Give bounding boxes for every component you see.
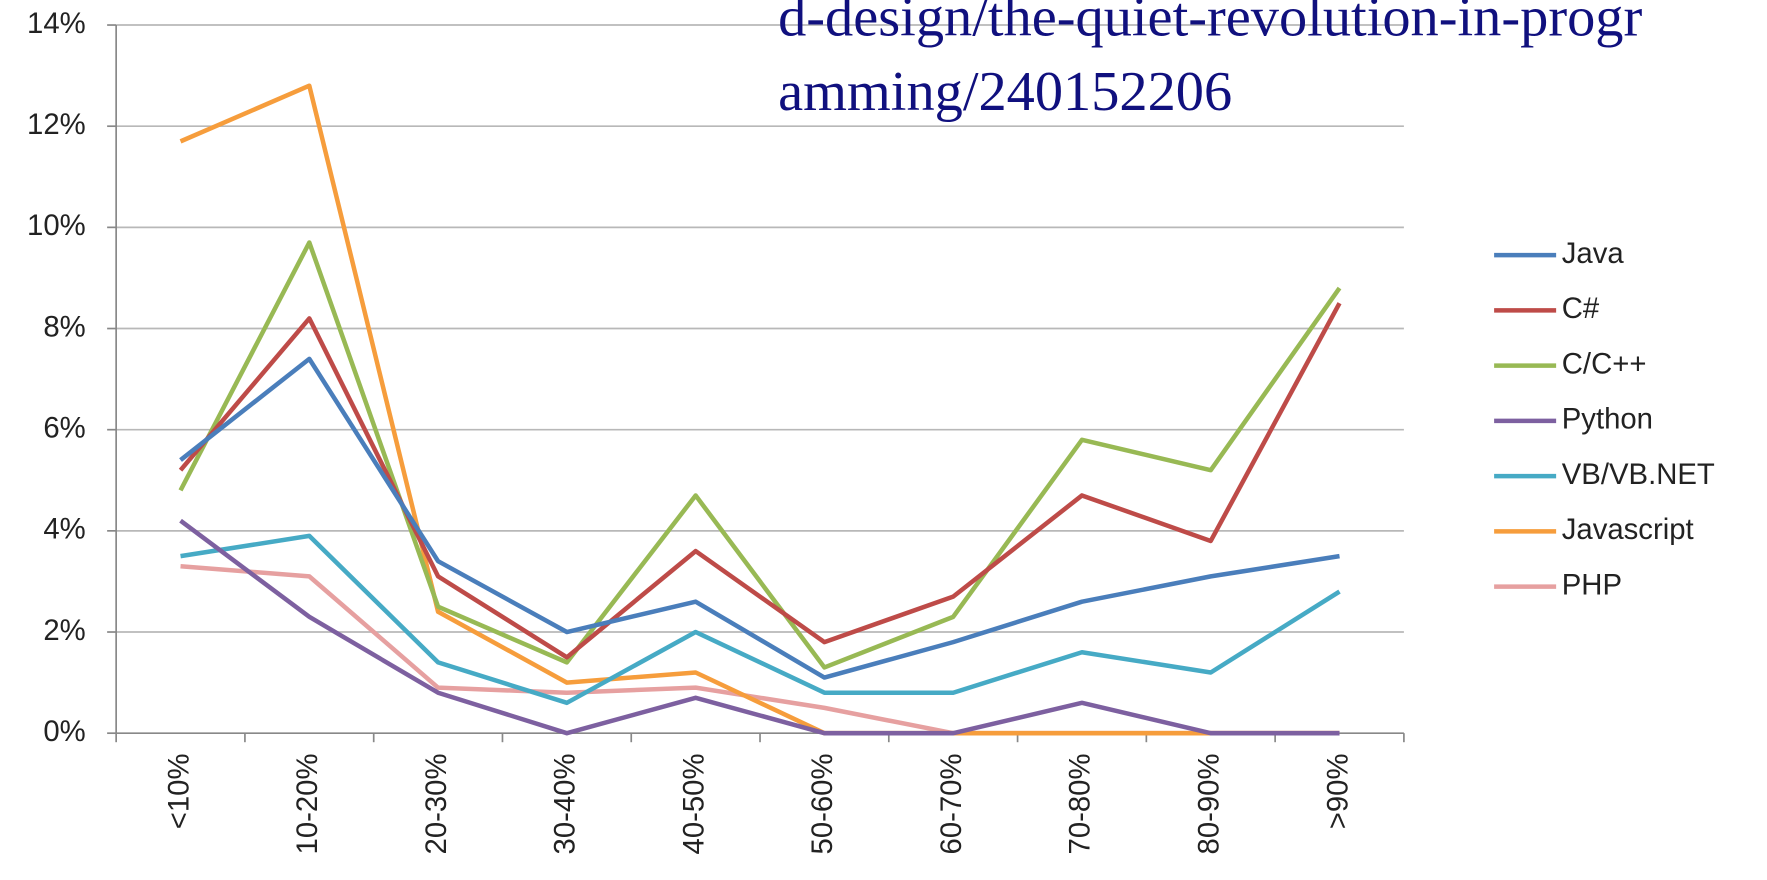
- series-line: [179, 356, 1340, 680]
- legend-label: Python: [1562, 403, 1653, 436]
- series-line: [178, 302, 1342, 660]
- x-tick-label: 20-30%: [420, 753, 453, 854]
- y-tick-label: 12%: [27, 108, 86, 141]
- legend-label: C#: [1562, 292, 1600, 325]
- x-tick-label: 10-20%: [291, 753, 324, 854]
- lines: [178, 83, 1342, 736]
- annotation: d-design/the-quiet-revolution-in-progr: [778, 0, 1642, 49]
- y-tick-label: 10%: [27, 209, 86, 242]
- y-tick-label: 0%: [43, 715, 85, 748]
- legend-label: Javascript: [1562, 513, 1694, 546]
- y-tick-label: 2%: [43, 614, 85, 647]
- annotation: amming/240152206: [778, 61, 1232, 123]
- x-tick-label: 80-90%: [1192, 753, 1225, 854]
- y-tick-label: 6%: [43, 411, 85, 444]
- series-line: [179, 83, 1340, 736]
- x-tick-label: 30-40%: [549, 753, 582, 854]
- x-tick-label: >90%: [1321, 753, 1354, 829]
- x-tick-label: <10%: [162, 753, 195, 829]
- series-line: [178, 240, 1342, 670]
- legend-label: C/C++: [1562, 347, 1647, 380]
- series-line: [179, 518, 1340, 736]
- legend-label: PHP: [1562, 568, 1622, 601]
- x-tick-label: 40-50%: [677, 753, 710, 854]
- series-line: [180, 533, 1341, 706]
- legend-label: Java: [1562, 237, 1625, 270]
- x-tick-label: 60-70%: [935, 753, 968, 854]
- x-tick-label: 70-80%: [1064, 753, 1097, 854]
- y-tick-label: 14%: [27, 7, 86, 40]
- y-tick-label: 8%: [43, 310, 85, 343]
- series-line: [180, 564, 1340, 736]
- x-tick-label: 50-60%: [806, 753, 839, 854]
- y-tick-label: 4%: [43, 513, 85, 546]
- legend-label: VB/VB.NET: [1562, 458, 1715, 491]
